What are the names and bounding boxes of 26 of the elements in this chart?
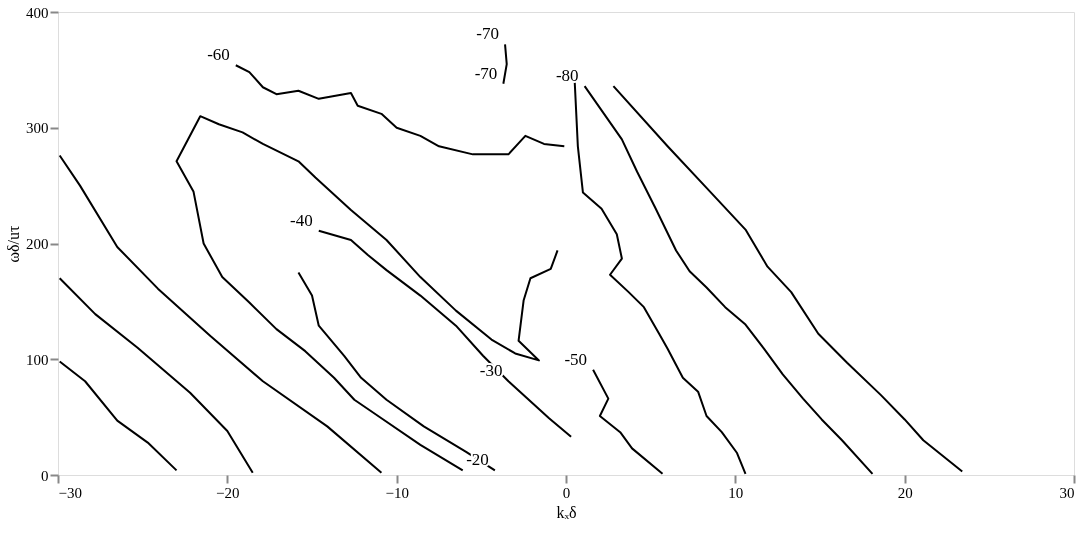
line-series: [58, 154, 383, 474]
line-series: [592, 368, 664, 475]
annotation: -50: [564, 349, 588, 369]
x-tick-label: −10: [385, 484, 409, 501]
annotation: -80: [555, 66, 579, 86]
y-tick-label: 200: [26, 236, 49, 252]
y-axis-title: ωδ/uτ: [5, 224, 22, 263]
annotation: -70: [476, 24, 500, 44]
x-tick-label: 0: [562, 484, 571, 501]
y-tick-label: 0: [41, 467, 49, 484]
y-tick-label: 100: [26, 351, 49, 368]
x-tick-label: 30: [1059, 484, 1075, 501]
line-series: [58, 360, 178, 472]
x-tick-label: 20: [897, 484, 913, 501]
x-tick-label: −20: [216, 484, 240, 501]
line-series: [58, 277, 254, 474]
line-series: [612, 85, 964, 473]
annotation: -40: [290, 210, 313, 230]
x-axis-title: kₓδ: [556, 503, 577, 521]
y-tick-label: 400: [26, 4, 49, 21]
annotation: -70: [474, 63, 498, 83]
x-tick-label: −30: [58, 484, 82, 501]
x-tick-label: 10: [728, 484, 744, 501]
annotation: -60: [207, 45, 230, 65]
y-tick-label: 300: [26, 120, 49, 137]
line-series: [175, 115, 559, 472]
